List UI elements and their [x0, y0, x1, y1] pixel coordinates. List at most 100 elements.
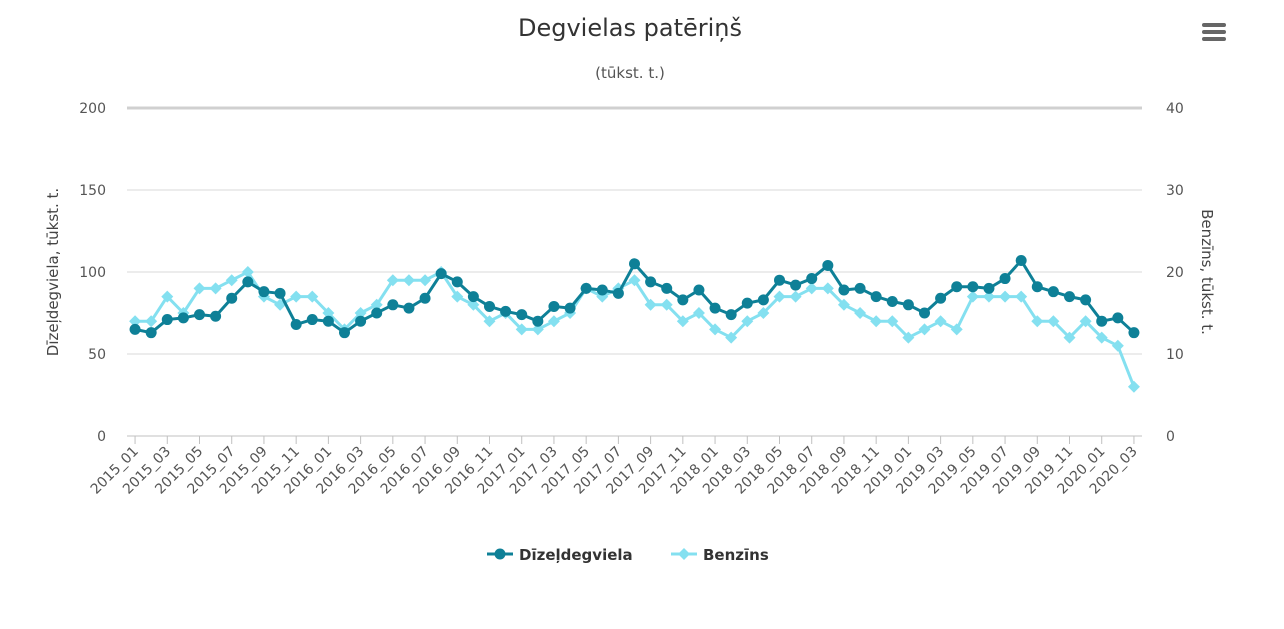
data-point[interactable] [790, 279, 802, 291]
data-point[interactable] [789, 290, 802, 303]
data-point[interactable] [145, 315, 158, 328]
data-point[interactable] [484, 300, 495, 312]
data-point[interactable] [951, 281, 963, 293]
data-point[interactable] [1079, 315, 1092, 328]
data-point[interactable] [274, 287, 286, 299]
data-point[interactable] [322, 315, 334, 327]
data-point[interactable] [805, 282, 818, 295]
data-point[interactable] [821, 282, 834, 295]
data-point[interactable] [902, 331, 915, 344]
data-point[interactable] [306, 314, 318, 326]
data-point[interactable] [1031, 315, 1044, 328]
data-point[interactable] [516, 309, 528, 321]
data-point[interactable] [580, 282, 592, 294]
data-point[interactable] [774, 274, 785, 286]
data-point[interactable] [564, 302, 576, 314]
data-point[interactable] [983, 282, 995, 294]
data-point[interactable] [1047, 315, 1060, 328]
data-point[interactable] [741, 315, 754, 328]
data-point[interactable] [483, 315, 496, 328]
data-point[interactable] [854, 307, 867, 319]
data-point[interactable] [177, 312, 189, 324]
data-point[interactable] [339, 327, 350, 339]
data-point[interactable] [370, 298, 383, 311]
data-point[interactable] [419, 292, 431, 304]
data-point[interactable] [467, 298, 480, 311]
data-point[interactable] [354, 307, 367, 319]
data-point[interactable] [886, 315, 899, 328]
data-point[interactable] [919, 307, 930, 319]
data-point[interactable] [403, 302, 415, 314]
data-point[interactable] [596, 284, 608, 296]
data-point[interactable] [902, 299, 914, 311]
data-point[interactable] [402, 274, 415, 287]
data-point[interactable] [1031, 281, 1043, 293]
data-point[interactable] [773, 290, 786, 303]
data-point[interactable] [612, 287, 624, 299]
data-point[interactable] [1096, 315, 1108, 327]
data-point[interactable] [999, 290, 1012, 303]
data-point[interactable] [387, 299, 399, 311]
data-point[interactable] [692, 307, 705, 319]
data-point[interactable] [806, 273, 818, 285]
data-point[interactable] [660, 298, 673, 311]
data-point[interactable] [226, 292, 238, 304]
data-point[interactable] [145, 327, 157, 339]
data-point[interactable] [225, 274, 238, 287]
data-point[interactable] [982, 290, 995, 303]
data-point[interactable] [854, 282, 866, 294]
data-point[interactable] [757, 294, 769, 306]
data-point[interactable] [1015, 290, 1028, 303]
data-point[interactable] [1112, 312, 1124, 324]
data-point[interactable] [451, 290, 464, 303]
data-point[interactable] [676, 315, 689, 328]
data-point[interactable] [935, 292, 947, 304]
data-point[interactable] [355, 315, 367, 327]
data-point[interactable] [661, 282, 673, 294]
data-point[interactable] [1063, 331, 1076, 344]
data-point[interactable] [838, 284, 850, 296]
data-point[interactable] [1047, 286, 1059, 298]
data-point[interactable] [500, 305, 512, 317]
data-point[interactable] [451, 276, 463, 288]
data-point[interactable] [628, 274, 641, 287]
data-point[interactable] [1064, 291, 1075, 303]
data-point[interactable] [242, 276, 254, 288]
data-point[interactable] [966, 290, 979, 303]
data-point[interactable] [1095, 331, 1108, 344]
data-point[interactable] [547, 315, 560, 328]
data-point[interactable] [241, 266, 254, 278]
data-point[interactable] [629, 258, 640, 270]
data-point[interactable] [258, 286, 270, 298]
data-point[interactable] [193, 282, 206, 295]
data-point[interactable] [290, 318, 302, 330]
data-point[interactable] [725, 309, 737, 321]
data-point[interactable] [467, 291, 479, 303]
legend[interactable]: Dīzeļdegviela Benzīns [487, 546, 769, 564]
data-point[interactable] [693, 284, 705, 296]
data-point[interactable] [999, 273, 1011, 285]
data-point[interactable] [725, 331, 738, 344]
data-point[interactable] [532, 315, 544, 327]
data-point[interactable] [1111, 339, 1124, 352]
data-point[interactable] [1127, 380, 1140, 393]
data-point[interactable] [870, 315, 883, 328]
data-point[interactable] [322, 307, 335, 319]
legend-item-petrol[interactable]: Benzīns [671, 546, 769, 564]
data-point[interactable] [419, 274, 432, 287]
data-point[interactable] [129, 315, 142, 328]
data-point[interactable] [1128, 327, 1140, 339]
data-point[interactable] [741, 297, 753, 309]
hamburger-menu-icon[interactable] [1198, 20, 1230, 48]
data-point[interactable] [129, 323, 141, 335]
data-point[interactable] [1015, 255, 1027, 267]
data-point[interactable] [371, 307, 383, 319]
data-point[interactable] [161, 314, 173, 326]
data-point[interactable] [644, 298, 657, 311]
data-point[interactable] [837, 298, 850, 311]
data-point[interactable] [886, 296, 898, 308]
data-point[interactable] [161, 290, 174, 303]
data-point[interactable] [934, 315, 947, 328]
data-point[interactable] [1080, 294, 1092, 306]
data-point[interactable] [210, 310, 222, 322]
